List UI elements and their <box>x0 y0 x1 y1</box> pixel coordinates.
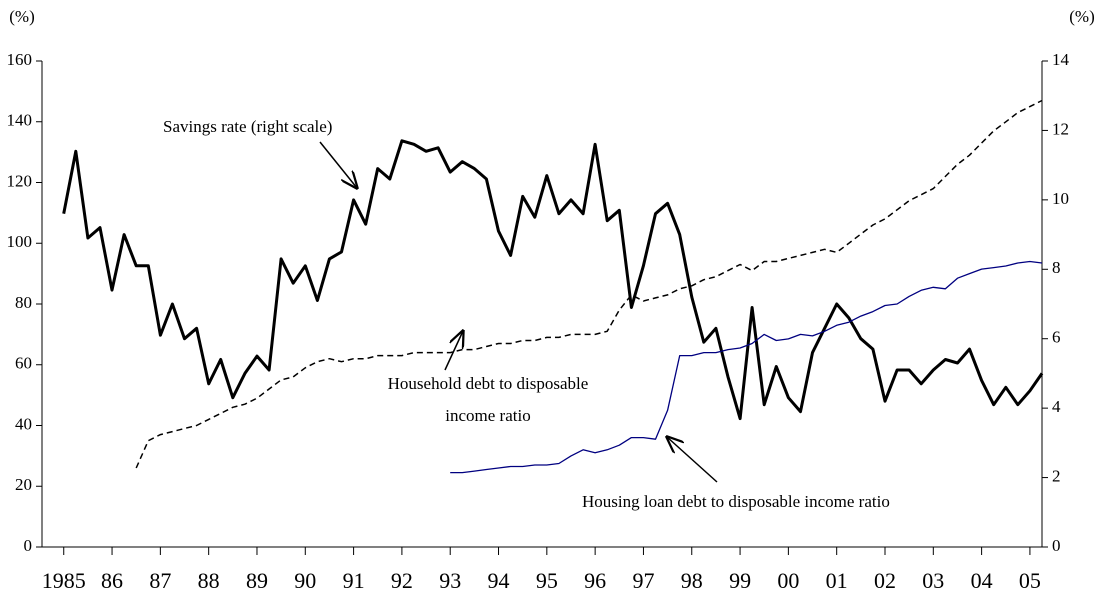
x-tick-label: 92 <box>391 568 413 593</box>
y-tick-label: 20 <box>15 475 32 494</box>
x-tick-label: 1985 <box>42 568 86 593</box>
y-axis-label: (%) <box>9 7 34 26</box>
series-line <box>450 260 1043 474</box>
y-tick-label: 60 <box>15 354 32 373</box>
x-tick-label: 00 <box>777 568 799 593</box>
x-tick-label: 94 <box>488 568 510 593</box>
x-tick-label: 98 <box>681 568 703 593</box>
x-tick-label: 89 <box>246 568 268 593</box>
x-tick-label: 97 <box>632 568 654 593</box>
x-tick-label: 96 <box>584 568 606 593</box>
y2-tick-label: 8 <box>1052 258 1061 277</box>
x-tick-label: 99 <box>729 568 751 593</box>
x-tick-label: 88 <box>198 568 220 593</box>
y2-tick-label: 2 <box>1052 466 1061 485</box>
x-tick-label: 87 <box>149 568 171 593</box>
x-tick-label: 05 <box>1019 568 1041 593</box>
x-tick-label: 95 <box>536 568 558 593</box>
annotation: Savings rate (right scale) <box>163 117 332 136</box>
y2-axis-label: (%) <box>1069 7 1094 26</box>
x-tick-label: 90 <box>294 568 316 593</box>
y2-tick-label: 12 <box>1052 119 1069 138</box>
x-tick-label: 91 <box>343 568 365 593</box>
y2-tick-label: 4 <box>1052 397 1061 416</box>
y-tick-label: 120 <box>7 171 33 190</box>
y2-tick-label: 6 <box>1052 328 1061 347</box>
x-tick-label: 01 <box>826 568 848 593</box>
y2-tick-label: 0 <box>1052 536 1061 555</box>
arrow <box>444 331 463 371</box>
annotation: Housing loan debt to disposable income r… <box>582 492 890 511</box>
series-line <box>135 99 1043 469</box>
x-tick-label: 04 <box>971 568 993 593</box>
arrow <box>667 437 718 483</box>
x-tick-label: 86 <box>101 568 123 593</box>
y2-tick-label: 14 <box>1052 50 1070 69</box>
annotation: Household debt to disposable <box>388 374 589 393</box>
arrow <box>319 141 357 188</box>
y-tick-label: 0 <box>24 536 33 555</box>
y-tick-label: 140 <box>7 111 33 130</box>
series-line <box>62 139 1044 421</box>
x-tick-label: 03 <box>922 568 944 593</box>
y-tick-label: 40 <box>15 414 32 433</box>
y-tick-label: 160 <box>7 50 33 69</box>
annotation: income ratio <box>445 406 530 425</box>
x-tick-label: 93 <box>439 568 461 593</box>
y2-tick-label: 10 <box>1052 189 1069 208</box>
y-tick-label: 80 <box>15 293 32 312</box>
x-tick-label: 02 <box>874 568 896 593</box>
y-tick-label: 100 <box>7 232 33 251</box>
